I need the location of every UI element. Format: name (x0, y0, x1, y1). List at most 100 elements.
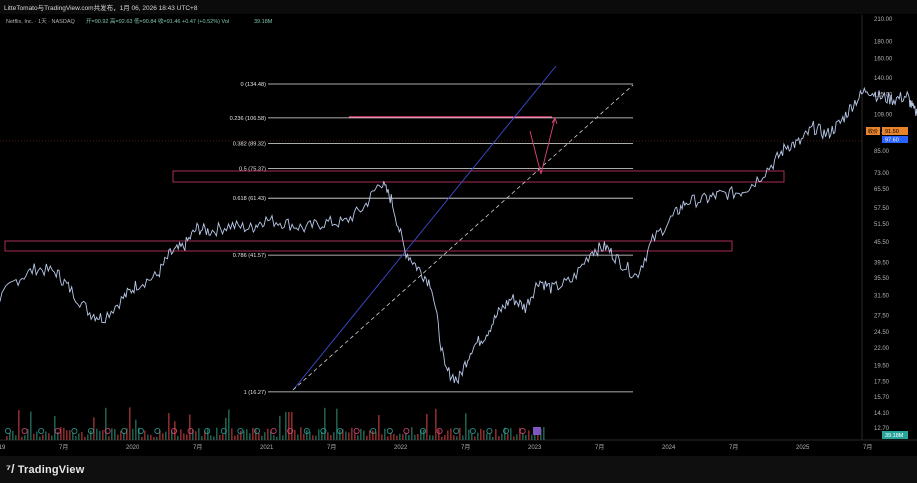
earnings-event-icon[interactable] (353, 427, 360, 434)
volume-bar (273, 435, 275, 440)
earnings-event-icon[interactable] (88, 427, 95, 434)
earnings-event-icon[interactable] (253, 427, 260, 434)
earnings-event-icon[interactable] (486, 427, 493, 434)
fib-level-label: 0.5 (75.37) (239, 166, 266, 172)
volume-bar (270, 431, 272, 440)
volume-bar (213, 436, 215, 440)
earnings-event-icon[interactable] (104, 427, 111, 434)
earnings-event-icon[interactable] (370, 427, 377, 434)
volume-bar (54, 416, 56, 440)
earnings-event-icon[interactable] (453, 427, 460, 434)
earnings-event-icon[interactable] (5, 427, 11, 434)
y-tick-label: 45.50 (874, 240, 890, 246)
projection-arrow[interactable] (529, 117, 556, 175)
volume-bar (78, 433, 80, 440)
tradingview-logo[interactable]: ⁷/TradingView (6, 462, 85, 476)
earnings-event-icon[interactable] (220, 427, 227, 434)
volume-bar (489, 433, 491, 440)
earnings-event-icon[interactable] (320, 427, 327, 434)
earnings-event-icon[interactable] (137, 427, 144, 434)
earnings-event-icon[interactable] (38, 427, 45, 434)
earnings-event-icon[interactable] (54, 427, 61, 434)
y-tick-label: 27.50 (874, 313, 890, 319)
volume-bar (255, 429, 257, 440)
volume-bar (108, 436, 110, 440)
volume-bar (498, 436, 500, 440)
earnings-event-icon[interactable] (287, 427, 294, 434)
volume-bar (288, 412, 290, 440)
earnings-event-icon[interactable] (519, 427, 526, 434)
earnings-event-icon[interactable] (502, 427, 509, 434)
volume-bar (186, 434, 188, 440)
x-tick-label: 2019 (0, 445, 6, 451)
volume-bar (222, 434, 224, 440)
volume-bar (126, 428, 128, 440)
trend-line-blue[interactable] (292, 65, 557, 391)
price-series-line (0, 86, 917, 385)
y-tick-label: 14.10 (874, 411, 890, 417)
upcoming-event-icon[interactable] (533, 427, 541, 435)
volume-bar (27, 429, 29, 440)
volume-bar (321, 431, 323, 440)
volume-bar (249, 433, 251, 440)
volume-bar (444, 435, 446, 440)
x-tick-label: 7月 (461, 444, 470, 451)
volume-bar (141, 436, 143, 440)
earnings-event-icon[interactable] (237, 427, 244, 434)
volume-bar (105, 407, 107, 440)
volume-bar (381, 434, 383, 440)
volume-bar (72, 433, 74, 440)
earnings-event-icon[interactable] (270, 427, 277, 434)
volume-bar (522, 432, 524, 440)
volume-bar (75, 436, 77, 440)
earnings-event-icon[interactable] (419, 427, 426, 434)
earnings-event-icon[interactable] (204, 427, 211, 434)
volume-bar (345, 431, 347, 440)
volume-bar (36, 431, 38, 440)
volume-bar (189, 414, 191, 440)
earnings-event-icon[interactable] (336, 427, 343, 434)
price-label-text: 收价 (868, 128, 878, 135)
volume-bar (507, 433, 509, 440)
legend-ohlc: 开=90.92 高=92.63 低=90.84 收=91.46 +0.47 (+… (86, 17, 229, 25)
y-tick-label: 51.50 (874, 222, 890, 228)
x-tick-label: 7月 (59, 444, 68, 451)
volume-bar (117, 434, 119, 440)
earnings-event-icon[interactable] (386, 427, 393, 434)
price-sub-badge (882, 136, 908, 143)
trend-line-dashed[interactable] (292, 84, 634, 391)
volume-bar (9, 433, 11, 440)
volume-bar (33, 433, 35, 440)
earnings-event-icon[interactable] (154, 427, 161, 434)
volume-bar (132, 428, 134, 440)
volume-bar (84, 436, 86, 440)
earnings-event-icon[interactable] (469, 427, 476, 434)
resistance-zone-upper[interactable] (172, 170, 785, 183)
volume-bar (528, 430, 530, 440)
earnings-event-icon[interactable] (403, 427, 410, 434)
volume-bar (99, 430, 101, 440)
earnings-event-icon[interactable] (21, 427, 28, 434)
volume-bar (417, 434, 419, 440)
earnings-event-markers[interactable] (5, 427, 541, 435)
earnings-event-icon[interactable] (71, 427, 78, 434)
volume-bar (291, 412, 293, 440)
volume-bar (180, 429, 182, 440)
volume-bar (135, 419, 137, 440)
price-chart[interactable]: Netflix, Inc. · 1天 · NASDAQ 开=90.92 高=92… (0, 0, 917, 456)
volume-badge-value: 39.18M (885, 433, 904, 439)
earnings-event-icon[interactable] (187, 427, 194, 434)
volume-bars (6, 407, 545, 440)
earnings-event-icon[interactable] (436, 427, 443, 434)
fibonacci-retracement[interactable]: 0 (134.48) 0.236 (106.58) 0.382 (89.32) 0.5… (230, 82, 633, 396)
volume-bar (360, 429, 362, 440)
resistance-zone-lower[interactable] (4, 240, 733, 252)
y-tick-label: 57.50 (874, 206, 890, 212)
earnings-event-icon[interactable] (170, 427, 177, 434)
volume-bar (426, 414, 428, 440)
earnings-event-icon[interactable] (121, 427, 128, 434)
volume-bar (486, 433, 488, 440)
volume-bar (210, 435, 212, 440)
earnings-event-icon[interactable] (303, 427, 310, 434)
volume-bar (63, 427, 65, 440)
